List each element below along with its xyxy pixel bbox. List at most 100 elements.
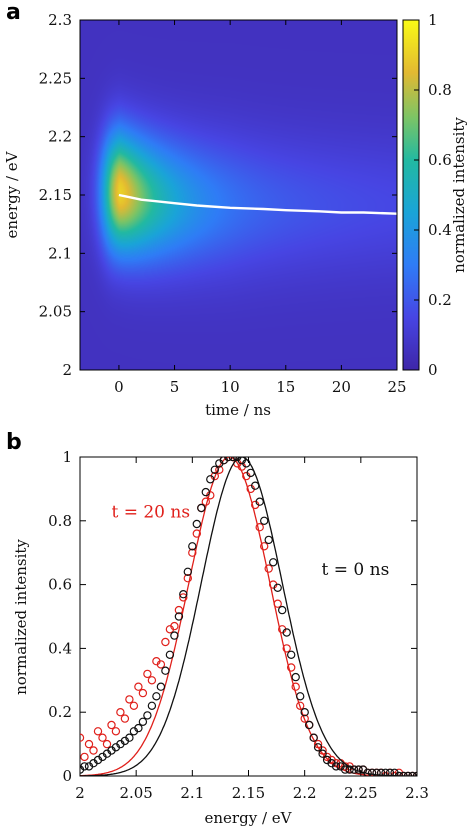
data-point-0	[192, 529, 201, 538]
data-point-1	[278, 605, 287, 615]
heatmap-x-tick-label: 10	[221, 378, 240, 396]
data-point-0	[111, 727, 121, 736]
data-point-1	[394, 771, 404, 776]
spectrum-y-tick-label: 0.8	[48, 512, 72, 530]
data-point-1	[273, 583, 282, 593]
data-point-1	[354, 765, 363, 774]
data-point-1	[260, 516, 269, 526]
colorbar-tick-label: 0.8	[428, 81, 452, 99]
data-point-1	[264, 535, 273, 545]
colorbar-tick-label: 0.6	[428, 151, 452, 169]
panel-label-a: a	[6, 0, 21, 25]
colorbar-tick-label: 0.2	[428, 291, 452, 309]
data-point-0	[84, 739, 94, 749]
data-point-0	[296, 701, 305, 711]
data-point-0	[313, 739, 323, 749]
data-point-0	[170, 621, 179, 631]
heatmap-y-tick-label: 2.1	[48, 244, 72, 262]
spectrum-y-ticks: 0 0.2 0.4 0.6 0.8 1	[48, 448, 417, 785]
data-point-1	[296, 692, 305, 701]
data-point-0	[291, 682, 300, 691]
data-point-1	[156, 682, 166, 691]
data-point-1	[170, 631, 179, 640]
data-point-1	[372, 768, 381, 776]
data-point-0	[143, 669, 152, 679]
panel-label-b: b	[6, 430, 22, 455]
spectrum-x-tick-label: 2.1	[180, 784, 204, 802]
data-point-1	[242, 459, 251, 468]
data-point-0	[138, 688, 148, 698]
data-point-1	[174, 612, 184, 621]
spectrum-x-tick-label: 2.05	[119, 784, 152, 802]
data-point-0	[156, 660, 166, 669]
data-point-1	[403, 771, 413, 776]
data-point-0	[174, 605, 184, 615]
heatmap-x-tick-label: 25	[387, 378, 406, 396]
spectrum-y-tick-label: 0.4	[48, 639, 72, 657]
data-point-0	[381, 771, 390, 776]
data-point-1	[80, 762, 89, 771]
data-point-1	[206, 475, 215, 484]
heatmap-y-tick-label: 2.15	[39, 186, 72, 204]
spectrum-x-tick-label: 2.15	[232, 784, 265, 802]
data-point-1	[143, 711, 152, 720]
data-point-0	[300, 714, 309, 723]
heatmap-x-tick-label: 5	[170, 378, 180, 396]
spectrum-annotation-1: t = 0 ns	[322, 560, 390, 580]
data-point-0	[120, 714, 130, 723]
data-point-1	[255, 497, 264, 506]
spectrum-annotation-0: t = 20 ns	[111, 503, 190, 523]
data-point-0	[80, 752, 89, 762]
spectrum-x-ticks: 2 2.05 2.1 2.15 2.2 2.25 2.3	[75, 457, 429, 802]
data-point-1	[367, 768, 377, 776]
data-point-0	[161, 637, 170, 647]
data-point-1	[345, 765, 354, 774]
data-point-0	[273, 599, 282, 608]
data-point-1	[300, 708, 309, 717]
colorbar-tick-label: 0	[428, 361, 438, 379]
data-point-1	[349, 765, 359, 774]
data-point-1	[313, 743, 323, 752]
data-point-0	[215, 465, 224, 474]
data-point-1	[228, 457, 237, 462]
data-point-0	[264, 564, 273, 573]
spectrum-frame	[79, 456, 418, 777]
spectrum-x-axis-label: energy / eV	[205, 809, 293, 827]
data-point-0	[287, 663, 296, 672]
data-point-0	[260, 542, 269, 551]
data-point-0	[80, 733, 85, 742]
spectrum-y-axis-label: normalized intensity	[12, 539, 30, 695]
data-point-0	[98, 733, 107, 742]
data-point-1	[385, 768, 395, 776]
data-point-1	[340, 765, 350, 774]
data-point-0	[188, 548, 197, 557]
heatmap-y-ticks: 2 2.05 2.1 2.15 2.2 2.25 2.3	[39, 11, 397, 379]
data-point-1	[134, 723, 143, 733]
data-point-0	[89, 746, 98, 755]
spectrum-y-tick-label: 0.6	[48, 576, 72, 594]
data-point-1	[233, 457, 242, 462]
spectrum-y-tick-label: 0	[62, 767, 72, 785]
data-point-1	[183, 567, 192, 577]
colorbar-tick-label: 0.4	[428, 221, 452, 239]
data-point-1	[161, 666, 170, 675]
data-point-1	[188, 542, 197, 551]
data-point-1	[210, 465, 219, 474]
data-point-1	[152, 692, 161, 701]
data-point-0	[255, 523, 264, 532]
data-point-1	[246, 468, 255, 478]
heatmap-y-tick-label: 2.25	[39, 69, 72, 87]
data-point-0	[179, 593, 188, 602]
data-point-0	[116, 708, 125, 717]
spectrum-annotations: t = 20 ns t = 0 ns	[111, 503, 389, 580]
data-point-1	[269, 558, 278, 567]
data-point-1	[408, 771, 417, 776]
data-point-1	[287, 650, 296, 660]
spectrum-x-tick-label: 2.3	[405, 784, 429, 802]
spectrum-x-tick-label: 2.25	[344, 784, 377, 802]
spectrum-y-tick-label: 0.2	[48, 703, 72, 721]
data-point-1	[305, 720, 314, 730]
heatmap-x-tick-label: 0	[114, 378, 124, 396]
colorbar-gradient	[402, 19, 420, 371]
